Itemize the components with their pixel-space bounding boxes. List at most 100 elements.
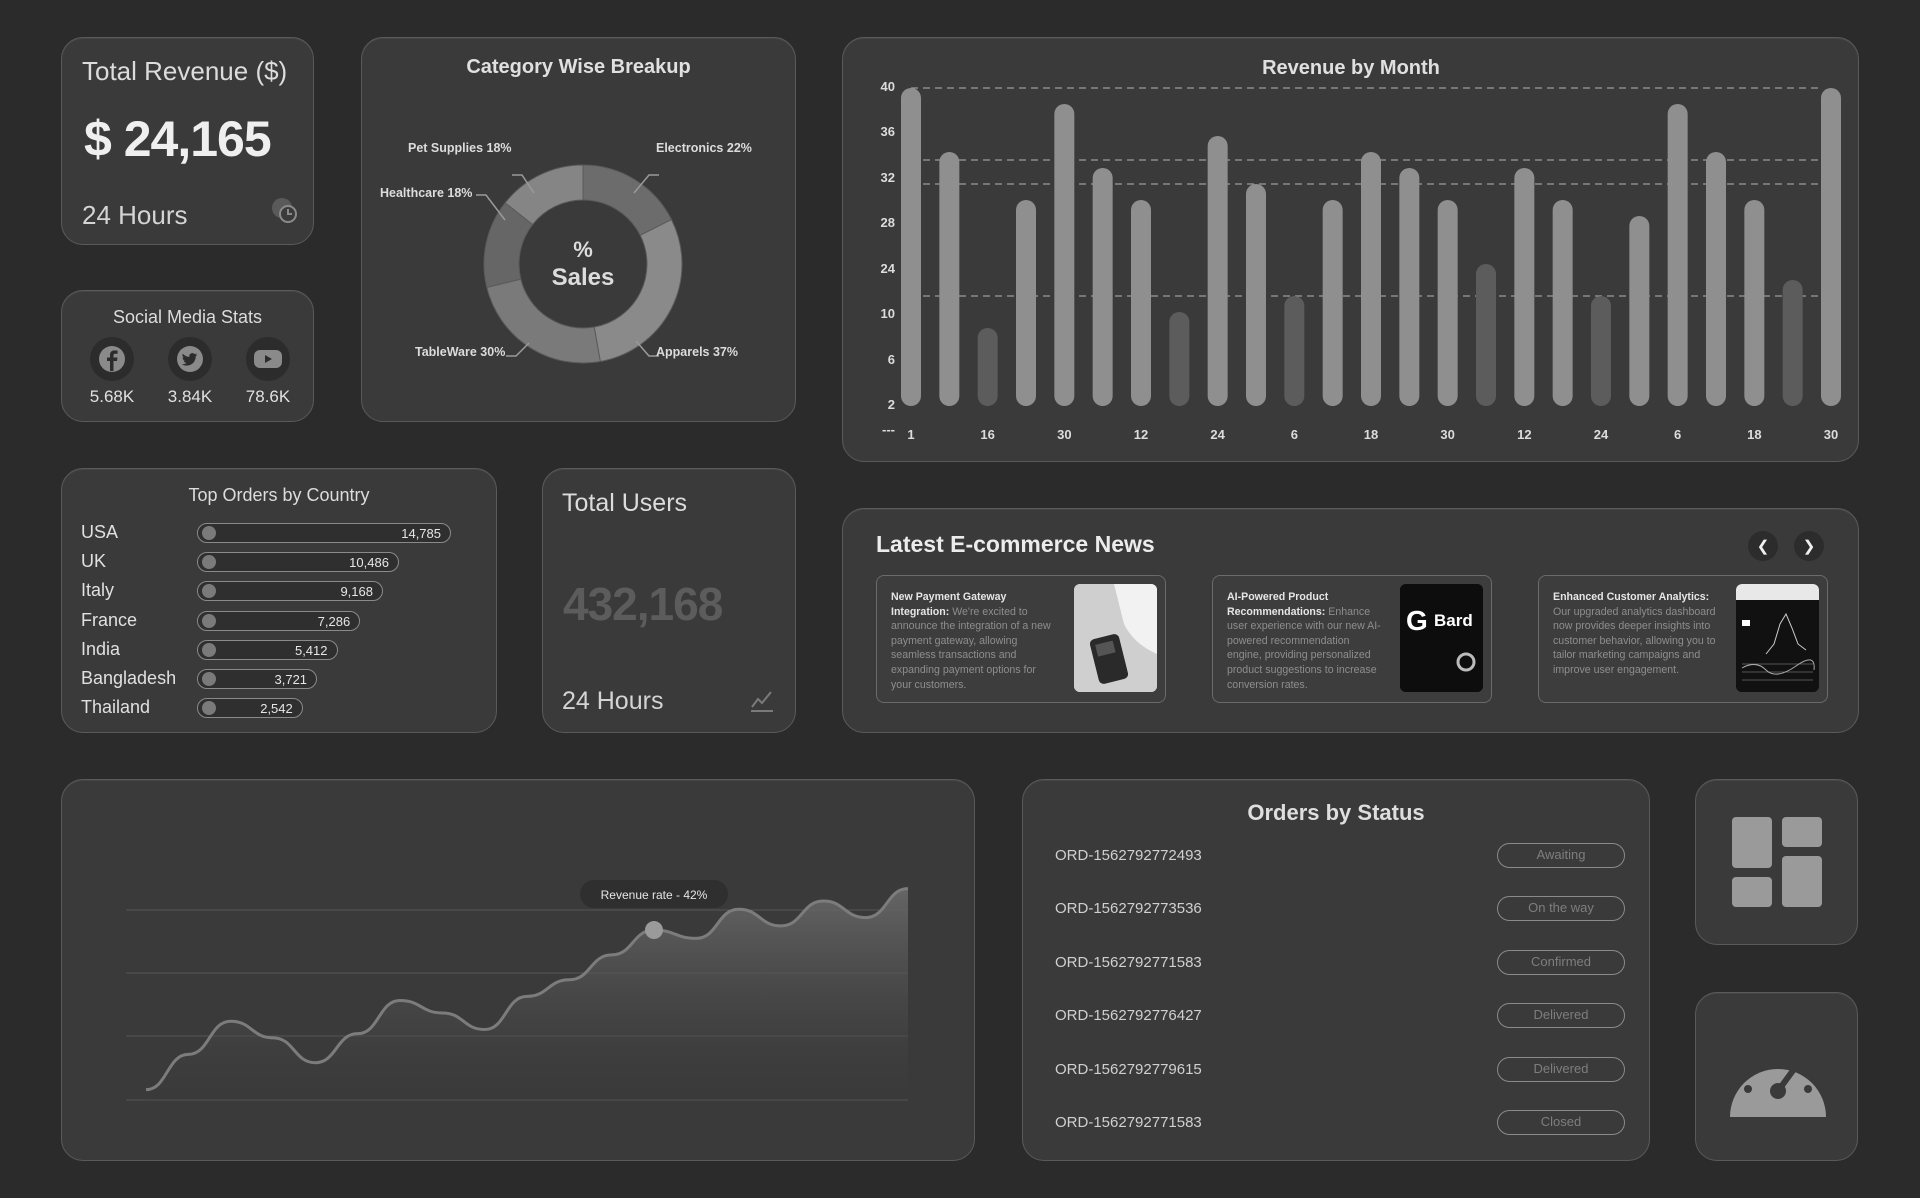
news-item[interactable]: AI-Powered Product Recommendations: Enha… <box>1212 575 1492 703</box>
trend-line-icon[interactable] <box>749 687 775 718</box>
social-media-card: Social Media Stats 5.68K 3.84K 78.6K <box>61 290 314 422</box>
status-badge[interactable]: Delivered <box>1497 1056 1625 1082</box>
flag-icon <box>202 672 216 686</box>
svg-text:G: G <box>1406 605 1428 636</box>
youtube-icon <box>246 337 290 381</box>
month-bar[interactable] <box>1476 264 1496 406</box>
month-bar[interactable] <box>1591 296 1611 406</box>
x-tick-label: 16 <box>980 427 994 442</box>
status-badge[interactable]: On the way <box>1497 896 1625 922</box>
total-users-value: 432,168 <box>563 578 723 630</box>
social-facebook[interactable]: 5.68K <box>77 337 147 407</box>
country-row[interactable]: Thailand 2,542 <box>81 696 481 720</box>
highlight-point[interactable] <box>645 921 663 940</box>
y-tick-label: 40 <box>881 79 895 94</box>
total-users-card: Total Users 432,168 24 Hours <box>542 468 796 733</box>
country-row[interactable]: India 5,412 <box>81 638 481 662</box>
total-revenue-title: Total Revenue ($) <box>82 56 288 86</box>
month-bar[interactable] <box>1092 168 1113 406</box>
country-value: 2,542 <box>260 701 293 717</box>
country-row[interactable]: Italy 9,168 <box>81 579 481 603</box>
country-bar: 7,286 <box>197 610 361 631</box>
order-status-row[interactable]: ORD-1562792776427 Delivered <box>1055 1003 1625 1029</box>
country-bar: 3,721 <box>197 669 318 689</box>
month-bar[interactable] <box>1706 152 1726 406</box>
country-value: 14,785 <box>401 526 441 541</box>
month-bar[interactable] <box>1361 152 1381 406</box>
month-bar[interactable] <box>1629 216 1650 406</box>
social-youtube[interactable]: 78.6K <box>233 337 303 407</box>
month-bar[interactable] <box>1437 200 1458 406</box>
status-badge[interactable]: Awaiting <box>1497 843 1625 868</box>
social-twitter[interactable]: 3.84K <box>155 337 225 407</box>
order-status-row[interactable]: ORD-1562792773536 On the way <box>1055 896 1625 922</box>
status-badge[interactable]: Confirmed <box>1497 949 1625 975</box>
x-tick-label: 30 <box>1440 427 1454 442</box>
payment-terminal-image <box>1074 584 1157 692</box>
news-item[interactable]: Enhanced Customer Analytics: Our upgrade… <box>1538 575 1828 703</box>
order-status-row[interactable]: ORD-1562792771583 Confirmed <box>1055 949 1625 976</box>
country-row[interactable]: Bangladesh 3,721 <box>81 667 481 691</box>
month-bar[interactable] <box>1821 88 1841 406</box>
month-bar[interactable] <box>977 328 998 406</box>
country-value: 7,286 <box>317 613 351 629</box>
x-tick-label: 24 <box>1210 427 1225 442</box>
flag-icon <box>202 584 216 599</box>
dashboard-shortcut-button[interactable] <box>1695 779 1858 945</box>
month-bar[interactable] <box>1131 200 1151 406</box>
country-row[interactable]: France 7,286 <box>81 609 481 633</box>
order-status-row[interactable]: ORD-1562792771583 Closed <box>1055 1110 1625 1136</box>
month-bar[interactable] <box>1169 312 1190 406</box>
order-status-row[interactable]: ORD-1562792779615 Delivered <box>1055 1056 1625 1083</box>
month-bar[interactable] <box>1514 168 1535 406</box>
month-bar[interactable] <box>1399 168 1420 406</box>
order-id: ORD-1562792771583 <box>1055 953 1202 971</box>
news-item[interactable]: New Payment Gateway Integration: We're e… <box>876 575 1166 703</box>
month-bar[interactable] <box>1054 104 1075 406</box>
order-id: ORD-1562792779615 <box>1055 1060 1202 1078</box>
order-status-row[interactable]: ORD-1562792772493 Awaiting <box>1055 843 1625 869</box>
month-bar[interactable] <box>1284 296 1305 406</box>
news-prev-button[interactable]: ❮ <box>1748 531 1778 561</box>
flag-icon <box>202 613 216 628</box>
total-revenue-period: 24 Hours <box>82 200 188 230</box>
country-row[interactable]: UK 10,486 <box>81 550 481 574</box>
x-tick-label: 30 <box>1824 427 1838 442</box>
facebook-count: 5.68K <box>89 387 135 406</box>
slice-pet-supplies[interactable] <box>504 164 584 226</box>
month-bar[interactable] <box>1016 200 1036 406</box>
slice-label-apparels: Apparels 37% <box>656 345 738 359</box>
month-bar[interactable] <box>1322 200 1343 406</box>
country-bar: 2,542 <box>197 698 303 719</box>
news-next-button[interactable]: ❯ <box>1794 531 1824 561</box>
flag-icon <box>202 526 216 540</box>
status-badge[interactable]: Delivered <box>1497 1003 1625 1029</box>
month-bar[interactable] <box>1782 280 1803 406</box>
news-headline: AI-Powered Product Recommendations: <box>1227 591 1329 618</box>
news-body: We're excited to announce the integratio… <box>891 605 1051 691</box>
country-name: India <box>81 638 121 659</box>
social-media-title: Social Media Stats <box>112 307 263 327</box>
status-badge[interactable]: Closed <box>1497 1110 1625 1135</box>
chevron-right-icon: ❯ <box>1802 538 1816 555</box>
flag-icon <box>202 701 216 716</box>
month-bar[interactable] <box>1667 104 1688 406</box>
month-bar[interactable] <box>1744 200 1765 406</box>
facebook-icon <box>90 337 134 381</box>
country-name: USA <box>81 522 119 542</box>
x-tick-label: 1 <box>907 427 914 442</box>
month-bar[interactable] <box>1246 184 1266 406</box>
month-bar[interactable] <box>1552 200 1573 406</box>
twitter-icon <box>168 337 212 381</box>
x-tick-label: 18 <box>1364 427 1378 442</box>
clock-icon[interactable] <box>269 195 299 230</box>
country-row[interactable]: USA 14,785 <box>81 521 481 545</box>
slice-apparels[interactable] <box>593 218 683 363</box>
month-bar[interactable] <box>1207 136 1228 406</box>
month-bar[interactable] <box>901 88 921 406</box>
y-tick-label: 28 <box>881 215 895 230</box>
revenue-rate-line <box>145 887 909 1092</box>
performance-shortcut-button[interactable] <box>1695 992 1858 1161</box>
y-tick-label: 10 <box>881 306 895 321</box>
month-bar[interactable] <box>939 152 960 406</box>
